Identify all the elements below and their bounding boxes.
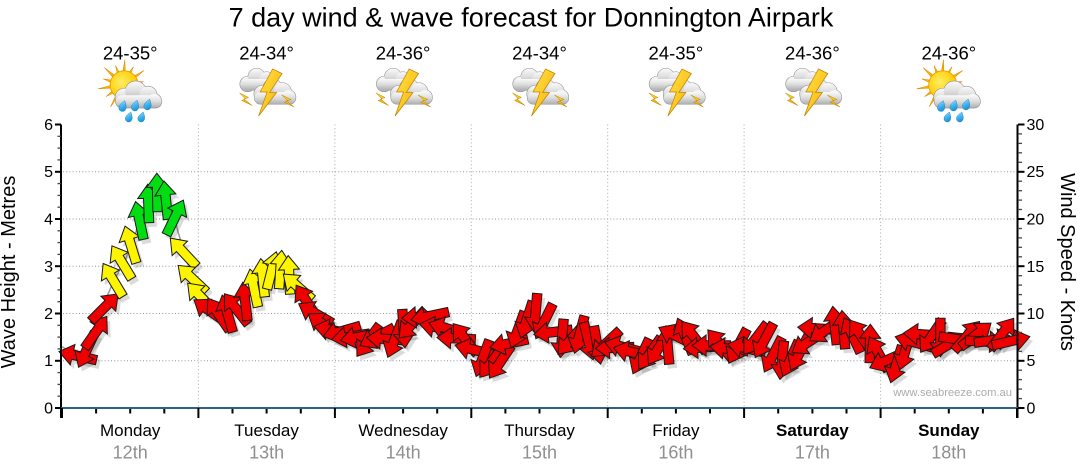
svg-text:24-35°: 24-35° xyxy=(649,43,704,64)
svg-text:4: 4 xyxy=(44,212,53,229)
svg-text:24-35°: 24-35° xyxy=(103,43,158,64)
svg-text:Sunday: Sunday xyxy=(918,421,980,440)
svg-text:www.seabreeze.com.au: www.seabreeze.com.au xyxy=(892,387,1012,399)
svg-text:5: 5 xyxy=(44,164,53,181)
svg-text:15: 15 xyxy=(1027,259,1045,276)
svg-text:16th: 16th xyxy=(658,443,693,463)
svg-text:0: 0 xyxy=(1027,401,1036,418)
svg-text:1: 1 xyxy=(44,353,53,370)
svg-text:6: 6 xyxy=(44,117,53,134)
svg-text:24-34°: 24-34° xyxy=(239,43,294,64)
svg-text:17th: 17th xyxy=(795,443,830,463)
svg-text:Wave Height - Metres: Wave Height - Metres xyxy=(0,176,20,369)
svg-text:Tuesday: Tuesday xyxy=(234,421,299,440)
svg-text:10: 10 xyxy=(1027,306,1045,323)
svg-text:30: 30 xyxy=(1027,117,1045,134)
svg-text:15th: 15th xyxy=(522,443,557,463)
svg-text:24-36°: 24-36° xyxy=(785,43,840,64)
svg-text:25: 25 xyxy=(1027,164,1045,181)
svg-text:Thursday: Thursday xyxy=(504,421,575,440)
svg-text:Saturday: Saturday xyxy=(776,421,849,440)
svg-text:20: 20 xyxy=(1027,212,1045,229)
svg-text:3: 3 xyxy=(44,259,53,276)
svg-text:2: 2 xyxy=(44,306,53,323)
svg-text:Friday: Friday xyxy=(652,421,700,440)
svg-text:24-36°: 24-36° xyxy=(921,43,976,64)
svg-text:24-34°: 24-34° xyxy=(512,43,567,64)
svg-text:18th: 18th xyxy=(931,443,966,463)
svg-text:0: 0 xyxy=(44,401,53,418)
svg-text:Wind Speed - Knots: Wind Speed - Knots xyxy=(1056,173,1078,351)
svg-text:Wednesday: Wednesday xyxy=(358,421,448,440)
svg-text:14th: 14th xyxy=(386,443,421,463)
svg-text:7 day wind & wave forecast for: 7 day wind & wave forecast for Donningto… xyxy=(229,3,834,33)
svg-text:13th: 13th xyxy=(249,443,284,463)
svg-text:Monday: Monday xyxy=(100,421,161,440)
svg-text:12th: 12th xyxy=(113,443,148,463)
svg-text:24-36°: 24-36° xyxy=(376,43,431,64)
svg-text:5: 5 xyxy=(1027,353,1036,370)
